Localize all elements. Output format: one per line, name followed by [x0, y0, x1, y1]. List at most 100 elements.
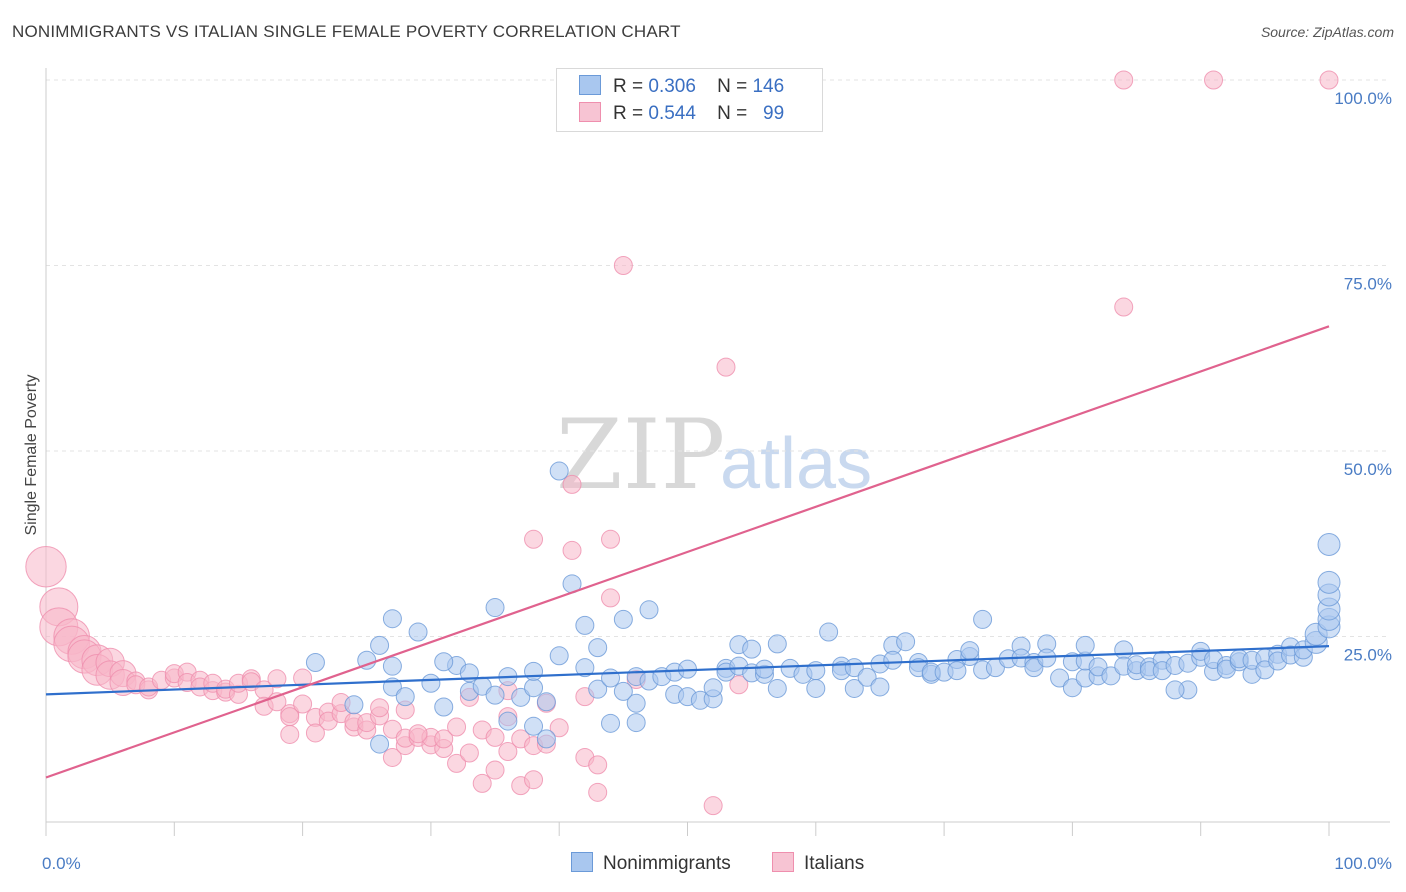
point-nonimmigrants	[434, 697, 454, 717]
point-nonimmigrants	[626, 713, 646, 733]
point-nonimmigrants	[382, 609, 402, 629]
point-italians	[382, 747, 402, 767]
point-nonimmigrants	[357, 650, 377, 670]
point-italians	[716, 357, 736, 377]
point-nonimmigrants	[524, 716, 544, 736]
point-italians	[729, 675, 749, 695]
point-nonimmigrants	[485, 598, 505, 618]
watermark: ZIP atlas	[556, 399, 872, 511]
point-nonimmigrants	[575, 615, 595, 635]
point-nonimmigrants	[1050, 668, 1070, 688]
point-italians	[1114, 297, 1134, 317]
point-nonimmigrants	[857, 667, 877, 687]
point-italians	[562, 540, 582, 560]
legend-n-label: N =	[717, 76, 748, 97]
point-nonimmigrants	[806, 678, 826, 698]
x-tick-label: 0.0%	[42, 854, 81, 873]
watermark-atlas: atlas	[720, 424, 872, 504]
y-tick-label: 25.0%	[1344, 646, 1392, 665]
tick-labels: 25.0% 50.0% 75.0% 100.0% 0.0% 100.0%	[42, 89, 1392, 873]
bottom-legend-swatch-nonimmigrants	[571, 852, 593, 872]
y-tick-label: 50.0%	[1344, 460, 1392, 479]
point-nonimmigrants	[1062, 678, 1082, 698]
point-nonimmigrants	[883, 650, 903, 670]
point-italians	[293, 694, 313, 714]
x-tick-label: 100.0%	[1334, 854, 1392, 873]
point-nonimmigrants	[767, 634, 787, 654]
point-nonimmigrants	[382, 656, 402, 676]
point-nonimmigrants	[1101, 666, 1121, 686]
point-nonimmigrants	[960, 641, 980, 661]
point-nonimmigrants	[639, 600, 659, 620]
point-italians	[524, 529, 544, 549]
legend-row-nonimmigrants: R = 0.306 N = 146	[579, 75, 784, 99]
point-italians	[485, 760, 505, 780]
legend-swatch-nonimmigrants	[579, 75, 601, 95]
point-italians	[703, 796, 723, 816]
point-nonimmigrants	[601, 713, 621, 733]
bottom-legend-label: Italians	[804, 853, 865, 874]
point-nonimmigrants	[703, 678, 723, 698]
point-nonimmigrants	[870, 677, 890, 697]
point-nonimmigrants	[370, 635, 390, 655]
point-nonimmigrants	[588, 638, 608, 658]
point-nonimmigrants	[754, 659, 774, 679]
point-nonimmigrants	[588, 679, 608, 699]
point-nonimmigrants	[1075, 635, 1095, 655]
bottom-legend-italians: Italians	[772, 852, 864, 875]
point-italians	[459, 743, 479, 763]
legend-r-label: R =	[613, 103, 644, 124]
legend-n-value: 146	[752, 76, 785, 97]
point-nonimmigrants	[844, 678, 864, 698]
point-italians	[25, 546, 67, 588]
correlation-legend: R = 0.306 N = 146 R = 0.544 N = 99	[556, 68, 823, 132]
point-italians	[588, 782, 608, 802]
point-nonimmigrants	[305, 652, 325, 672]
legend-r-value: 0.544	[648, 103, 696, 124]
watermark-zip: ZIP	[556, 399, 725, 511]
point-italians	[549, 718, 569, 738]
series-nonimmigrants	[305, 461, 1341, 754]
point-italians	[472, 773, 492, 793]
point-nonimmigrants	[601, 668, 621, 688]
point-italians	[267, 669, 287, 689]
point-italians	[305, 723, 325, 743]
point-nonimmigrants	[1317, 532, 1341, 556]
point-italians	[601, 529, 621, 549]
point-nonimmigrants	[1024, 658, 1044, 678]
point-nonimmigrants	[344, 695, 364, 715]
point-nonimmigrants	[370, 734, 390, 754]
source-label: Source: ZipAtlas.com	[1260, 24, 1394, 40]
legend-row-italians: R = 0.544 N = 99	[579, 102, 784, 126]
point-italians	[447, 717, 467, 737]
point-italians	[1319, 70, 1339, 90]
y-axis-label: Single Female Poverty	[23, 375, 40, 536]
point-italians	[524, 770, 544, 790]
point-nonimmigrants	[575, 658, 595, 678]
point-italians	[601, 588, 621, 608]
series-italians	[25, 70, 1339, 816]
point-italians	[498, 742, 518, 762]
point-italians	[434, 729, 454, 749]
point-nonimmigrants	[536, 692, 556, 712]
point-nonimmigrants	[742, 639, 762, 659]
point-italians	[408, 724, 428, 744]
point-nonimmigrants	[819, 622, 839, 642]
point-nonimmigrants	[626, 693, 646, 713]
point-nonimmigrants	[549, 461, 569, 481]
legend-r-value: 0.306	[648, 76, 696, 97]
point-nonimmigrants	[408, 622, 428, 642]
point-italians	[447, 753, 467, 773]
point-nonimmigrants	[549, 646, 569, 666]
point-italians	[1114, 70, 1134, 90]
point-nonimmigrants	[973, 609, 993, 629]
point-nonimmigrants	[536, 729, 556, 749]
point-italians	[1204, 70, 1224, 90]
point-italians	[280, 724, 300, 744]
point-nonimmigrants	[395, 687, 415, 707]
legend-n-label: N =	[717, 103, 748, 124]
point-nonimmigrants	[613, 681, 633, 701]
bottom-legend-label: Nonimmigrants	[603, 853, 731, 874]
point-italians	[370, 698, 390, 718]
